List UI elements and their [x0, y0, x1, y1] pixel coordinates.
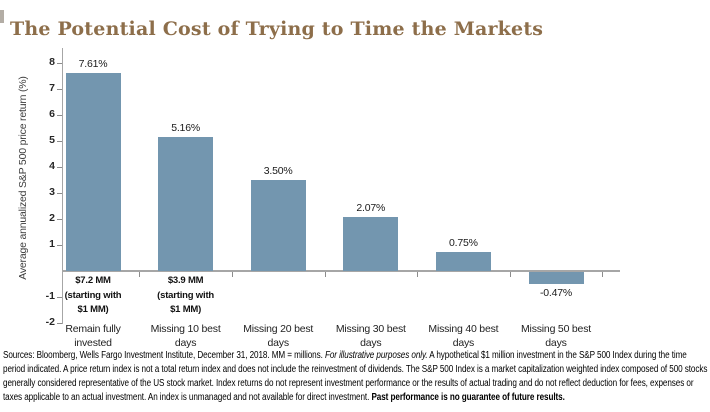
x-tick-mark — [324, 272, 326, 277]
footnote-sources: Sources: Bloomberg, Wells Fargo Investme… — [3, 350, 325, 361]
y-tick-mark — [57, 245, 62, 246]
y-axis-line — [62, 48, 63, 324]
y-tick-mark — [57, 323, 62, 324]
y-tick-mark — [57, 63, 62, 64]
x-category-label: Missing 40 best days — [428, 323, 499, 349]
y-tick-mark — [57, 297, 62, 298]
x-category-label: Missing 10 best days — [150, 323, 221, 349]
bar-annotation-line: (starting with — [157, 289, 215, 301]
x-axis-line — [62, 270, 620, 272]
y-tick-label: -1 — [45, 290, 55, 302]
page-title: The Potential Cost of Trying to Time the… — [10, 17, 544, 40]
footnote-past-performance: Past performance is no guarantee of futu… — [371, 392, 565, 403]
y-tick-label: -2 — [45, 316, 55, 328]
bar-annotation-line: $1 MM) — [170, 304, 202, 315]
x-category-label: Missing 30 best days — [335, 323, 406, 349]
bar-4 — [343, 217, 399, 271]
bar-value-label: 3.50% — [263, 165, 293, 177]
x-tick-mark — [139, 272, 141, 277]
cropped-logo-fragment — [0, 10, 4, 23]
bar-5 — [435, 251, 491, 271]
footnote-illustrative: For illustrative purposes only. — [324, 350, 428, 361]
bar-value-label: 0.75% — [449, 236, 478, 249]
y-tick-label: 8 — [49, 56, 55, 68]
y-tick-label: 3 — [49, 186, 55, 198]
bar-value-label: 7.61% — [78, 58, 108, 71]
bar-2 — [158, 136, 214, 271]
bar-1 — [65, 73, 121, 271]
footnote-body: A hypothetical $1 million investment in … — [3, 350, 708, 403]
y-tick-label: 7 — [49, 82, 55, 94]
bar-annotation: $3.9 MM (starting with $1 MM) — [140, 274, 232, 318]
y-tick-mark — [57, 141, 62, 142]
x-category-label: Remain fully invested — [65, 323, 121, 349]
y-tick-mark — [57, 167, 62, 168]
y-tick-mark — [57, 115, 62, 116]
bar-value-label: 5.16% — [171, 121, 200, 134]
x-tick-mark — [602, 272, 604, 277]
bar-annotation-line: $7.2 MM — [75, 275, 111, 286]
y-tick-mark — [57, 193, 62, 194]
y-tick-label: 4 — [49, 160, 55, 172]
y-tick-label: 5 — [49, 134, 55, 146]
x-category-label: Missing 50 best days — [521, 323, 591, 349]
bar-annotation: $7.2 MM (starting with $1 MM) — [47, 274, 139, 318]
y-tick-mark — [57, 219, 62, 220]
y-tick-label: 2 — [49, 212, 55, 224]
x-tick-mark — [509, 272, 511, 277]
bar-value-label: -0.47% — [539, 287, 573, 300]
x-tick-mark — [417, 272, 419, 277]
bar-6 — [528, 272, 584, 285]
bar-annotation-line: $3.9 MM — [167, 275, 204, 286]
bar-3 — [250, 180, 306, 271]
x-category-label: Missing 20 best days — [243, 323, 314, 349]
bar-value-label: 2.07% — [356, 202, 386, 215]
source-footnote: Sources: Bloomberg, Wells Fargo Investme… — [3, 349, 709, 405]
y-tick-label: 6 — [49, 108, 55, 120]
bar-annotation-line: (starting with — [64, 289, 122, 301]
y-tick-mark — [57, 89, 62, 90]
bar-annotation-line: $1 MM) — [77, 304, 109, 315]
x-tick-mark — [231, 272, 233, 277]
y-tick-label: 1 — [49, 238, 55, 250]
